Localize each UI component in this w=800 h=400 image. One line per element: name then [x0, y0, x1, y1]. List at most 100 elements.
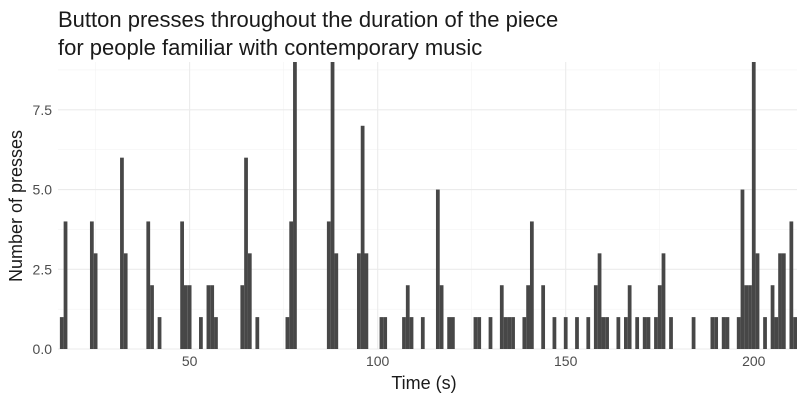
bar — [180, 221, 184, 349]
bar — [627, 285, 632, 349]
bar — [691, 317, 696, 349]
bar — [402, 317, 406, 349]
bar — [552, 317, 557, 349]
x-tick-label: 50 — [182, 353, 198, 369]
bar — [356, 253, 361, 349]
chart-title: Button presses throughout the duration o… — [58, 6, 558, 62]
bar — [601, 317, 606, 349]
bar — [593, 285, 598, 349]
bar — [240, 285, 245, 349]
bar — [781, 253, 786, 349]
bar — [511, 317, 515, 349]
x-tick-labels: 50 100 150 200 — [182, 353, 766, 369]
bar — [379, 317, 384, 349]
bar — [93, 253, 98, 349]
bar — [364, 253, 369, 349]
bar — [563, 317, 568, 349]
bar — [616, 317, 621, 349]
bar — [624, 317, 628, 349]
bar — [473, 317, 478, 349]
bar — [150, 285, 154, 349]
bar — [214, 317, 218, 349]
bar — [586, 317, 591, 349]
bar — [744, 285, 749, 349]
bar — [642, 317, 647, 349]
bar — [293, 62, 297, 349]
bar — [541, 285, 546, 349]
bar — [187, 285, 192, 349]
bar — [451, 317, 455, 349]
bar — [721, 317, 726, 349]
bar — [725, 317, 730, 349]
y-tick-label: 5.0 — [33, 182, 53, 198]
bar — [635, 317, 640, 349]
bar — [661, 253, 666, 349]
bar — [526, 285, 530, 349]
x-axis-title: Time (s) — [391, 373, 456, 393]
bar — [409, 317, 414, 349]
bar — [383, 317, 388, 349]
bar — [244, 157, 248, 349]
bar — [206, 285, 211, 349]
bar — [199, 317, 203, 349]
bar — [605, 317, 609, 349]
y-tick-labels: 0.0 2.5 5.0 7.5 — [33, 102, 53, 357]
bar — [405, 285, 410, 349]
bar — [778, 253, 782, 349]
bar — [499, 285, 504, 349]
bar — [89, 221, 94, 349]
bar — [714, 317, 719, 349]
bar — [120, 157, 124, 349]
bar — [755, 253, 760, 349]
bar — [247, 253, 252, 349]
bar — [575, 317, 579, 349]
bar — [793, 317, 797, 349]
bar — [183, 285, 188, 349]
bar — [360, 125, 365, 350]
bar — [210, 285, 215, 349]
bar — [657, 285, 662, 349]
chart-title-line-2: for people familiar with contemporary mu… — [58, 35, 483, 60]
bar — [751, 62, 756, 349]
bar — [63, 221, 68, 349]
bar — [255, 317, 260, 349]
grid-major — [58, 62, 797, 350]
bar — [285, 317, 290, 349]
y-tick-label: 0.0 — [33, 341, 53, 357]
grid-minor — [58, 62, 797, 349]
y-tick-label: 2.5 — [33, 261, 53, 277]
bar — [789, 221, 794, 349]
bar — [774, 317, 779, 349]
bar — [326, 221, 331, 349]
bar — [654, 317, 658, 349]
bar — [770, 285, 775, 349]
chart-title-line-1: Button presses throughout the duration o… — [58, 7, 559, 32]
bar — [763, 317, 767, 349]
bar — [529, 221, 534, 349]
bar — [334, 253, 339, 349]
bar — [146, 221, 151, 349]
bar — [488, 317, 493, 349]
bar — [477, 317, 482, 349]
bar — [597, 253, 602, 349]
bar — [123, 253, 128, 349]
y-axis-title: Number of presses — [6, 130, 26, 282]
bar — [439, 285, 444, 349]
x-tick-label: 200 — [742, 353, 766, 369]
bar — [740, 189, 745, 349]
bar — [289, 221, 294, 349]
bar — [748, 285, 752, 349]
bar — [447, 317, 452, 349]
bars — [59, 62, 797, 350]
x-tick-label: 100 — [366, 353, 390, 369]
bar — [157, 317, 162, 349]
bar — [736, 317, 741, 349]
bar — [507, 317, 512, 349]
bar — [59, 317, 64, 349]
bar — [420, 317, 425, 349]
y-tick-label: 7.5 — [33, 102, 53, 118]
x-tick-label: 150 — [554, 353, 578, 369]
bar — [330, 62, 335, 349]
bar — [522, 317, 527, 349]
bar — [669, 317, 673, 349]
